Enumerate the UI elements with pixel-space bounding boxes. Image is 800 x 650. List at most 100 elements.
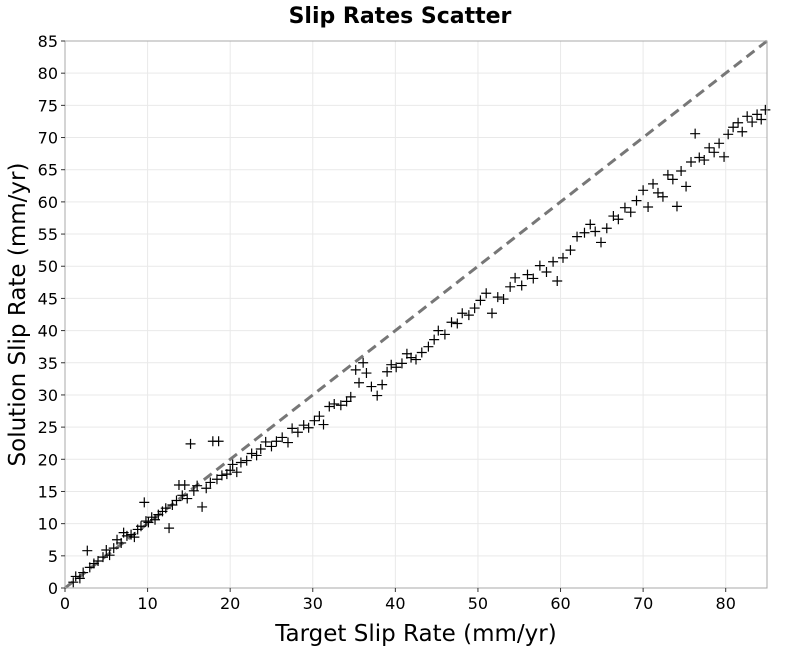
data-point [690, 128, 701, 139]
x-tick-label: 20 [220, 594, 240, 613]
data-point [475, 295, 486, 306]
data-point [613, 214, 624, 225]
data-point [406, 352, 417, 363]
y-tick-label: 85 [38, 32, 58, 51]
y-axis-label: Solution Slip Rate (mm/yr) [5, 163, 31, 467]
data-point [97, 552, 108, 563]
data-point [271, 436, 282, 447]
y-tick-label: 40 [38, 322, 58, 341]
data-point [287, 423, 298, 434]
data-point [335, 400, 346, 411]
data-point [164, 523, 175, 534]
data-point [329, 398, 340, 409]
data-point [70, 571, 81, 582]
data-point [231, 467, 242, 478]
data-point [167, 499, 178, 510]
x-tick-label: 0 [60, 594, 70, 613]
data-point [699, 155, 710, 166]
data-point [277, 432, 288, 443]
data-point [457, 308, 468, 319]
data-point [572, 231, 583, 242]
data-point [314, 411, 325, 422]
x-tick-label: 10 [137, 594, 157, 613]
data-point [88, 558, 99, 569]
data-point [723, 129, 734, 140]
x-tick-label: 40 [385, 594, 405, 613]
y-tick-label: 20 [38, 450, 58, 469]
data-point [446, 317, 457, 328]
data-point [377, 379, 388, 390]
y-tick-label: 35 [38, 354, 58, 373]
data-point [121, 530, 132, 541]
data-point [742, 111, 753, 122]
data-point [205, 477, 216, 488]
data-point [681, 181, 692, 192]
data-point [694, 152, 705, 163]
data-point [260, 436, 271, 447]
plot-frame [64, 40, 768, 589]
data-point [709, 147, 720, 158]
data-point [143, 517, 154, 528]
data-point [528, 273, 539, 284]
x-tick-label: 60 [550, 594, 570, 613]
data-point [463, 310, 474, 321]
data-point [714, 138, 725, 149]
data-point [182, 493, 193, 504]
data-point [585, 219, 596, 230]
data-point [216, 470, 227, 481]
data-point [719, 151, 730, 162]
data-point [505, 281, 516, 292]
data-point [510, 272, 521, 283]
data-point [595, 237, 606, 248]
y-tick-label: 30 [38, 386, 58, 405]
reference-line-layer [64, 39, 768, 590]
data-point [429, 334, 440, 345]
y-tick-label: 55 [38, 225, 58, 244]
data-point [246, 448, 257, 459]
data-point [227, 459, 238, 470]
x-tick-label: 70 [633, 594, 653, 613]
data-point [116, 537, 127, 548]
data-point [486, 308, 497, 319]
points-layer [68, 104, 771, 588]
data-point [704, 142, 715, 153]
data-point [139, 497, 150, 508]
data-point [241, 455, 252, 466]
data-point [358, 357, 369, 368]
data-point [522, 269, 533, 280]
x-tick-label: 80 [716, 594, 736, 613]
data-point [638, 185, 649, 196]
data-point [160, 503, 171, 514]
data-point [255, 443, 266, 454]
y-tick-label: 70 [38, 129, 58, 148]
data-point [631, 195, 642, 206]
data-point [140, 516, 151, 527]
data-point [225, 465, 236, 476]
data-point [391, 362, 402, 373]
y-tick-label: 60 [38, 193, 58, 212]
y-tick-label: 75 [38, 96, 58, 115]
data-point [197, 501, 208, 512]
data-point [492, 292, 503, 303]
data-point [590, 226, 601, 237]
data-point [78, 567, 89, 578]
data-point [298, 420, 309, 431]
data-point [601, 223, 612, 234]
data-point [752, 109, 763, 120]
data-point [341, 396, 352, 407]
data-point [396, 358, 407, 369]
data-point [643, 202, 654, 213]
data-point [74, 573, 85, 584]
data-point [516, 280, 527, 291]
data-point [303, 422, 314, 433]
data-point [150, 514, 161, 525]
data-point [192, 480, 203, 491]
data-point [82, 545, 93, 556]
data-point [548, 256, 559, 267]
y-tick-label: 80 [38, 64, 58, 83]
grid [64, 40, 767, 589]
data-point [619, 202, 630, 213]
data-point [251, 450, 262, 461]
x-axis: 0 10 20 30 40 50 60 70 80 [60, 588, 736, 613]
data-point [686, 156, 697, 167]
